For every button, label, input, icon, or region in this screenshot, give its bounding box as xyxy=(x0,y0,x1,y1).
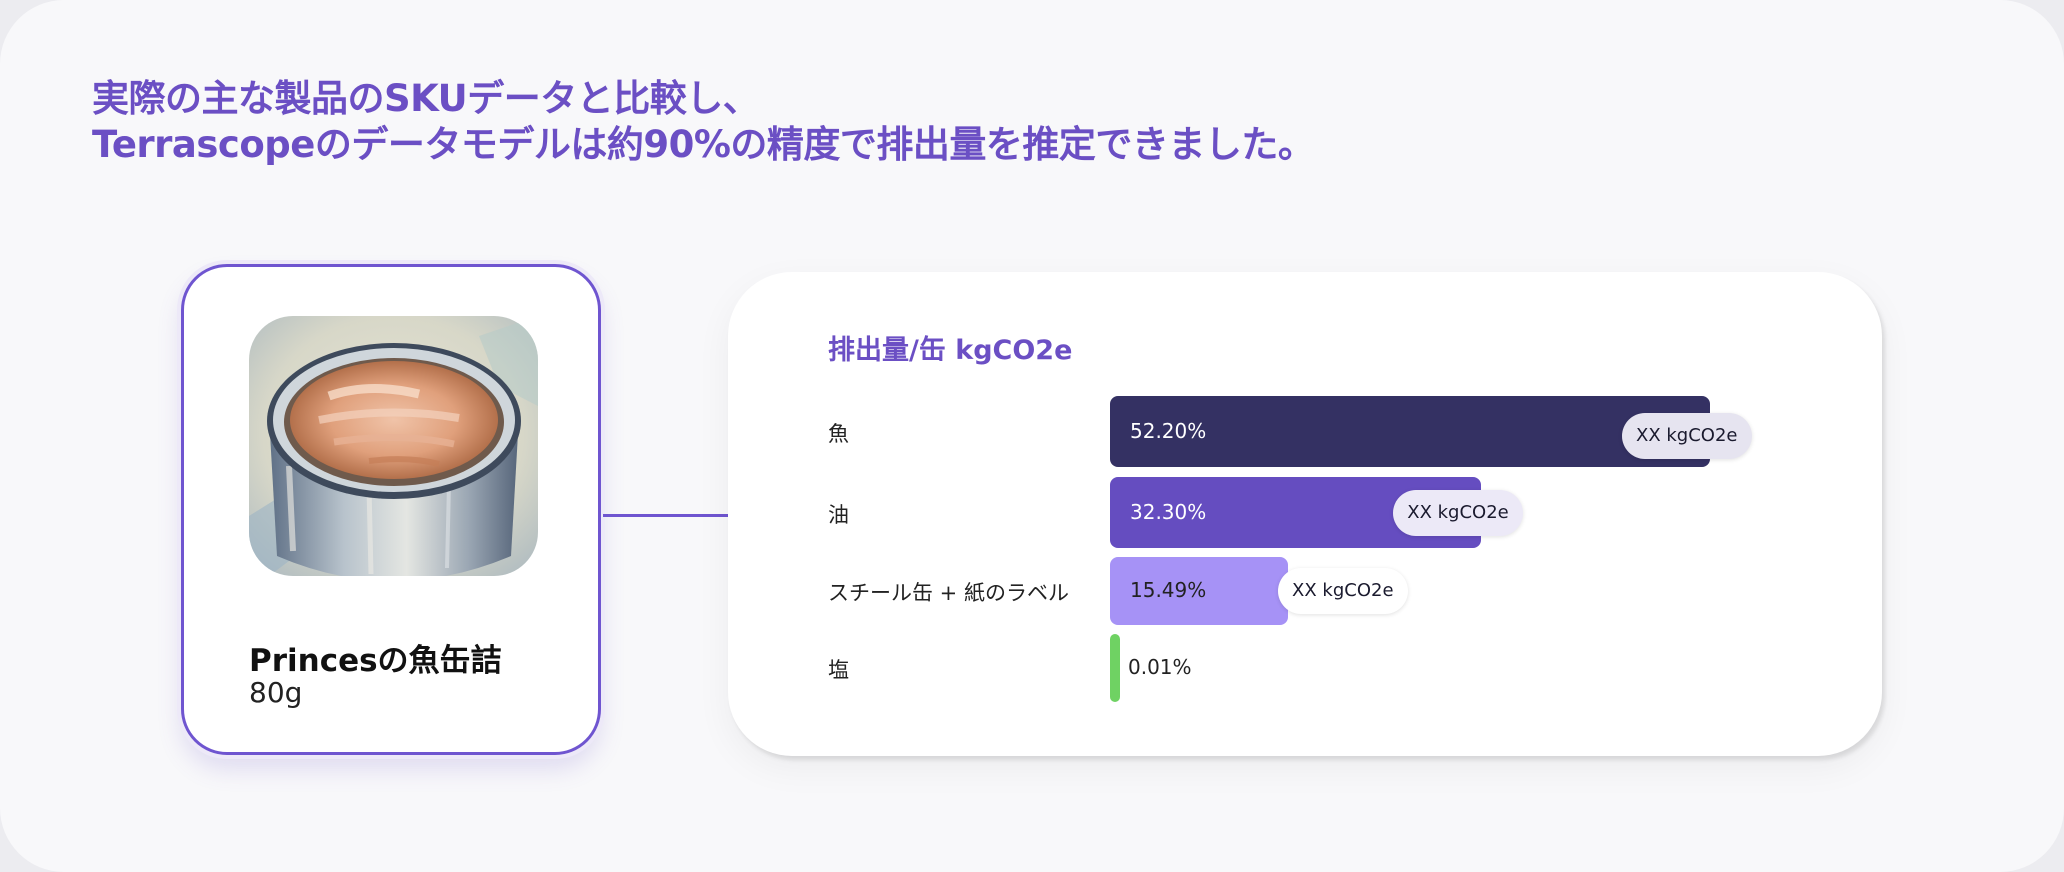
bar-value-label: 15.49% xyxy=(1130,578,1207,602)
connector-line xyxy=(603,514,729,517)
emission-value-pill: XX kgCO2e xyxy=(1278,568,1408,614)
chart-title: 排出量/缶 kgCO2e xyxy=(828,335,1073,366)
headline: 実際の主な製品のSKUデータと比較し、 Terrascopeのデータモデルは約9… xyxy=(92,76,1315,168)
product-weight: 80g xyxy=(249,676,303,709)
fish-can-image xyxy=(249,316,538,576)
product-name: Princesの魚缶詰 xyxy=(249,643,502,679)
row-label: 魚 xyxy=(828,421,849,446)
bar xyxy=(1110,396,1710,467)
bar-value-label: 52.20% xyxy=(1130,418,1207,443)
row-label: 塩 xyxy=(828,658,849,682)
bar-value-label: 32.30% xyxy=(1130,499,1207,524)
product-card: Princesの魚缶詰 80g xyxy=(181,264,601,755)
emission-value-pill: XX kgCO2e xyxy=(1393,489,1523,536)
bar xyxy=(1110,557,1289,625)
emissions-chart-card: 排出量/缶 kgCO2e 魚 52.20% XX kgCO2e 油 32.30% XX k… xyxy=(728,272,1882,756)
bar-value-label: 0.01% xyxy=(1128,655,1192,679)
emission-value-pill: XX kgCO2e xyxy=(1622,412,1752,459)
headline-line-1: 実際の主な製品のSKUデータと比較し、 xyxy=(92,77,760,120)
bar xyxy=(1110,634,1120,702)
headline-line-2: Terrascopeのデータモデルは約90%の精度で排出量を推定できました。 xyxy=(92,123,1315,166)
row-label: 油 xyxy=(828,502,849,527)
row-label: スチール缶 + 紙のラベル xyxy=(828,581,1069,605)
